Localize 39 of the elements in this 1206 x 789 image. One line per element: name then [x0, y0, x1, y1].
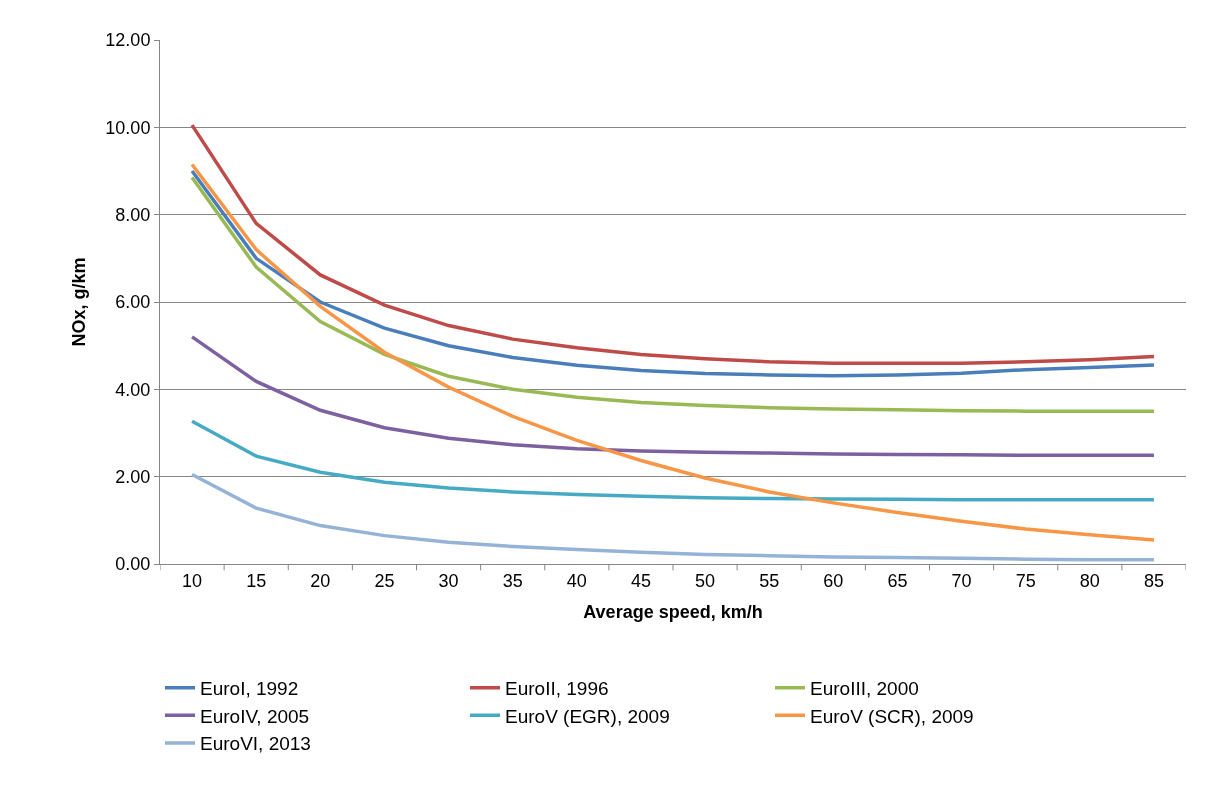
y-tick-label: 12.00 [105, 30, 151, 51]
x-tick-label: 75 [1015, 570, 1036, 591]
x-tick-label: 25 [374, 570, 395, 591]
x-tick-label: 65 [887, 570, 908, 591]
x-tick-label: 85 [1143, 570, 1164, 591]
y-tick-label: 6.00 [115, 292, 151, 313]
x-tick-label: 35 [502, 570, 523, 591]
x-tick-label: 50 [695, 570, 716, 591]
x-tick-label: 45 [630, 570, 651, 591]
y-axis-title: NOx, g/km [68, 257, 89, 347]
line-series [190, 335, 1156, 458]
legend-label: EuroV (EGR), 2009 [505, 705, 670, 727]
line-series [190, 123, 1156, 365]
x-tick-label: 60 [823, 570, 844, 591]
legend-label: EuroII, 1996 [505, 678, 609, 700]
x-axis-title: Average speed, km/h [583, 601, 763, 622]
y-tick-label: 8.00 [115, 204, 151, 225]
x-tick-label: 40 [566, 570, 587, 591]
legend-label: EuroIII, 2000 [810, 678, 919, 700]
x-tick-label: 55 [759, 570, 780, 591]
x-tick-label: 30 [438, 570, 459, 591]
y-tick-label: 10.00 [105, 117, 151, 138]
legend-label: EuroI, 1992 [200, 678, 299, 700]
line-series [190, 175, 1156, 413]
line-series [190, 419, 1156, 502]
line-series [190, 169, 1156, 378]
x-tick-label: 15 [246, 570, 267, 591]
legend-label: EuroV (SCR), 2009 [810, 705, 974, 727]
y-tick-label: 0.00 [115, 554, 151, 575]
x-tick-label: 20 [310, 570, 331, 591]
line-series [190, 472, 1156, 562]
legend-label: EuroVI, 2013 [200, 733, 311, 755]
x-tick-label: 80 [1079, 570, 1100, 591]
y-tick-label: 2.00 [115, 466, 151, 487]
x-tick-label: 10 [182, 570, 203, 591]
x-tick-label: 70 [951, 570, 972, 591]
legend-label: EuroIV, 2005 [200, 705, 310, 727]
y-tick-label: 4.00 [115, 379, 151, 400]
line-series [190, 162, 1156, 542]
